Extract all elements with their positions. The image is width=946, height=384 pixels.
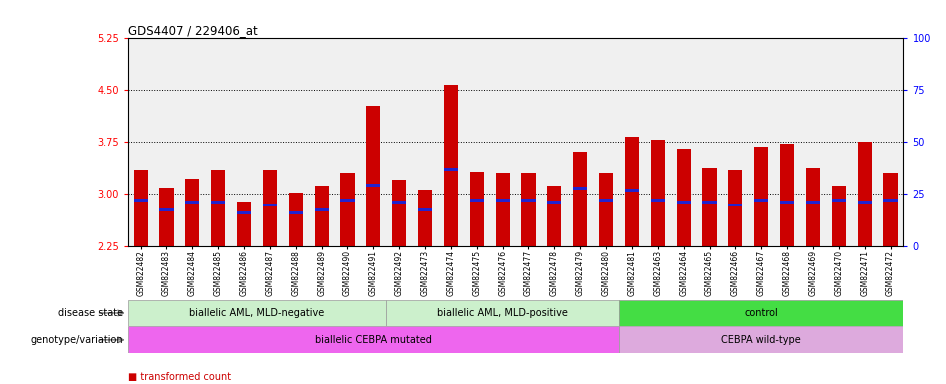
Bar bbox=[619, 300, 903, 326]
Bar bbox=[806, 168, 820, 246]
Bar bbox=[619, 326, 903, 353]
Bar bbox=[444, 168, 458, 171]
Bar bbox=[651, 140, 665, 246]
Bar bbox=[289, 211, 303, 214]
Bar bbox=[676, 201, 691, 204]
Bar bbox=[832, 199, 846, 202]
Bar bbox=[185, 179, 200, 246]
Bar bbox=[211, 201, 225, 204]
Bar bbox=[133, 199, 148, 202]
Bar bbox=[128, 300, 386, 326]
Bar bbox=[728, 170, 743, 246]
Bar bbox=[857, 201, 872, 204]
Bar bbox=[236, 211, 252, 214]
Bar bbox=[573, 187, 587, 190]
Text: ■ transformed count: ■ transformed count bbox=[128, 372, 231, 382]
Bar bbox=[521, 199, 535, 202]
Bar bbox=[702, 201, 717, 204]
Bar bbox=[702, 168, 717, 246]
Bar bbox=[806, 201, 820, 204]
Bar bbox=[599, 199, 613, 202]
Bar bbox=[314, 209, 329, 211]
Bar bbox=[159, 209, 174, 211]
Text: control: control bbox=[745, 308, 779, 318]
Bar bbox=[469, 172, 484, 246]
Bar bbox=[857, 142, 872, 246]
Bar bbox=[366, 184, 380, 187]
Bar bbox=[341, 199, 355, 202]
Bar bbox=[547, 185, 562, 246]
Bar bbox=[341, 173, 355, 246]
Bar bbox=[392, 180, 407, 246]
Bar bbox=[599, 173, 613, 246]
Bar bbox=[521, 173, 535, 246]
Bar bbox=[884, 199, 898, 202]
Bar bbox=[469, 199, 484, 202]
Bar bbox=[133, 170, 148, 246]
Bar bbox=[128, 326, 619, 353]
Bar bbox=[263, 204, 277, 206]
Bar bbox=[366, 106, 380, 246]
Text: disease state: disease state bbox=[58, 308, 123, 318]
Bar bbox=[780, 144, 795, 246]
Bar bbox=[547, 201, 562, 204]
Bar bbox=[832, 185, 846, 246]
Bar bbox=[624, 189, 639, 192]
Bar bbox=[159, 189, 174, 246]
Bar bbox=[496, 173, 510, 246]
Bar bbox=[263, 170, 277, 246]
Bar bbox=[754, 199, 768, 202]
Bar bbox=[314, 185, 329, 246]
Bar bbox=[392, 201, 407, 204]
Bar bbox=[884, 173, 898, 246]
Text: GDS4407 / 229406_at: GDS4407 / 229406_at bbox=[128, 24, 257, 37]
Bar bbox=[676, 149, 691, 246]
Bar bbox=[624, 137, 639, 246]
Text: genotype/variation: genotype/variation bbox=[30, 335, 123, 345]
Bar bbox=[418, 190, 432, 246]
Text: biallelic CEBPA mutated: biallelic CEBPA mutated bbox=[315, 335, 431, 345]
Bar bbox=[496, 199, 510, 202]
Text: biallelic AML, MLD-negative: biallelic AML, MLD-negative bbox=[189, 308, 324, 318]
Bar bbox=[780, 201, 795, 204]
Bar bbox=[289, 192, 303, 246]
Bar bbox=[236, 202, 252, 246]
Bar bbox=[211, 170, 225, 246]
Bar bbox=[185, 201, 200, 204]
Bar bbox=[444, 85, 458, 246]
Bar bbox=[573, 152, 587, 246]
Text: biallelic AML, MLD-positive: biallelic AML, MLD-positive bbox=[437, 308, 569, 318]
Bar bbox=[728, 204, 743, 206]
Bar bbox=[651, 199, 665, 202]
Bar bbox=[754, 147, 768, 246]
Bar bbox=[418, 209, 432, 211]
Text: CEBPA wild-type: CEBPA wild-type bbox=[722, 335, 801, 345]
Bar bbox=[386, 300, 619, 326]
